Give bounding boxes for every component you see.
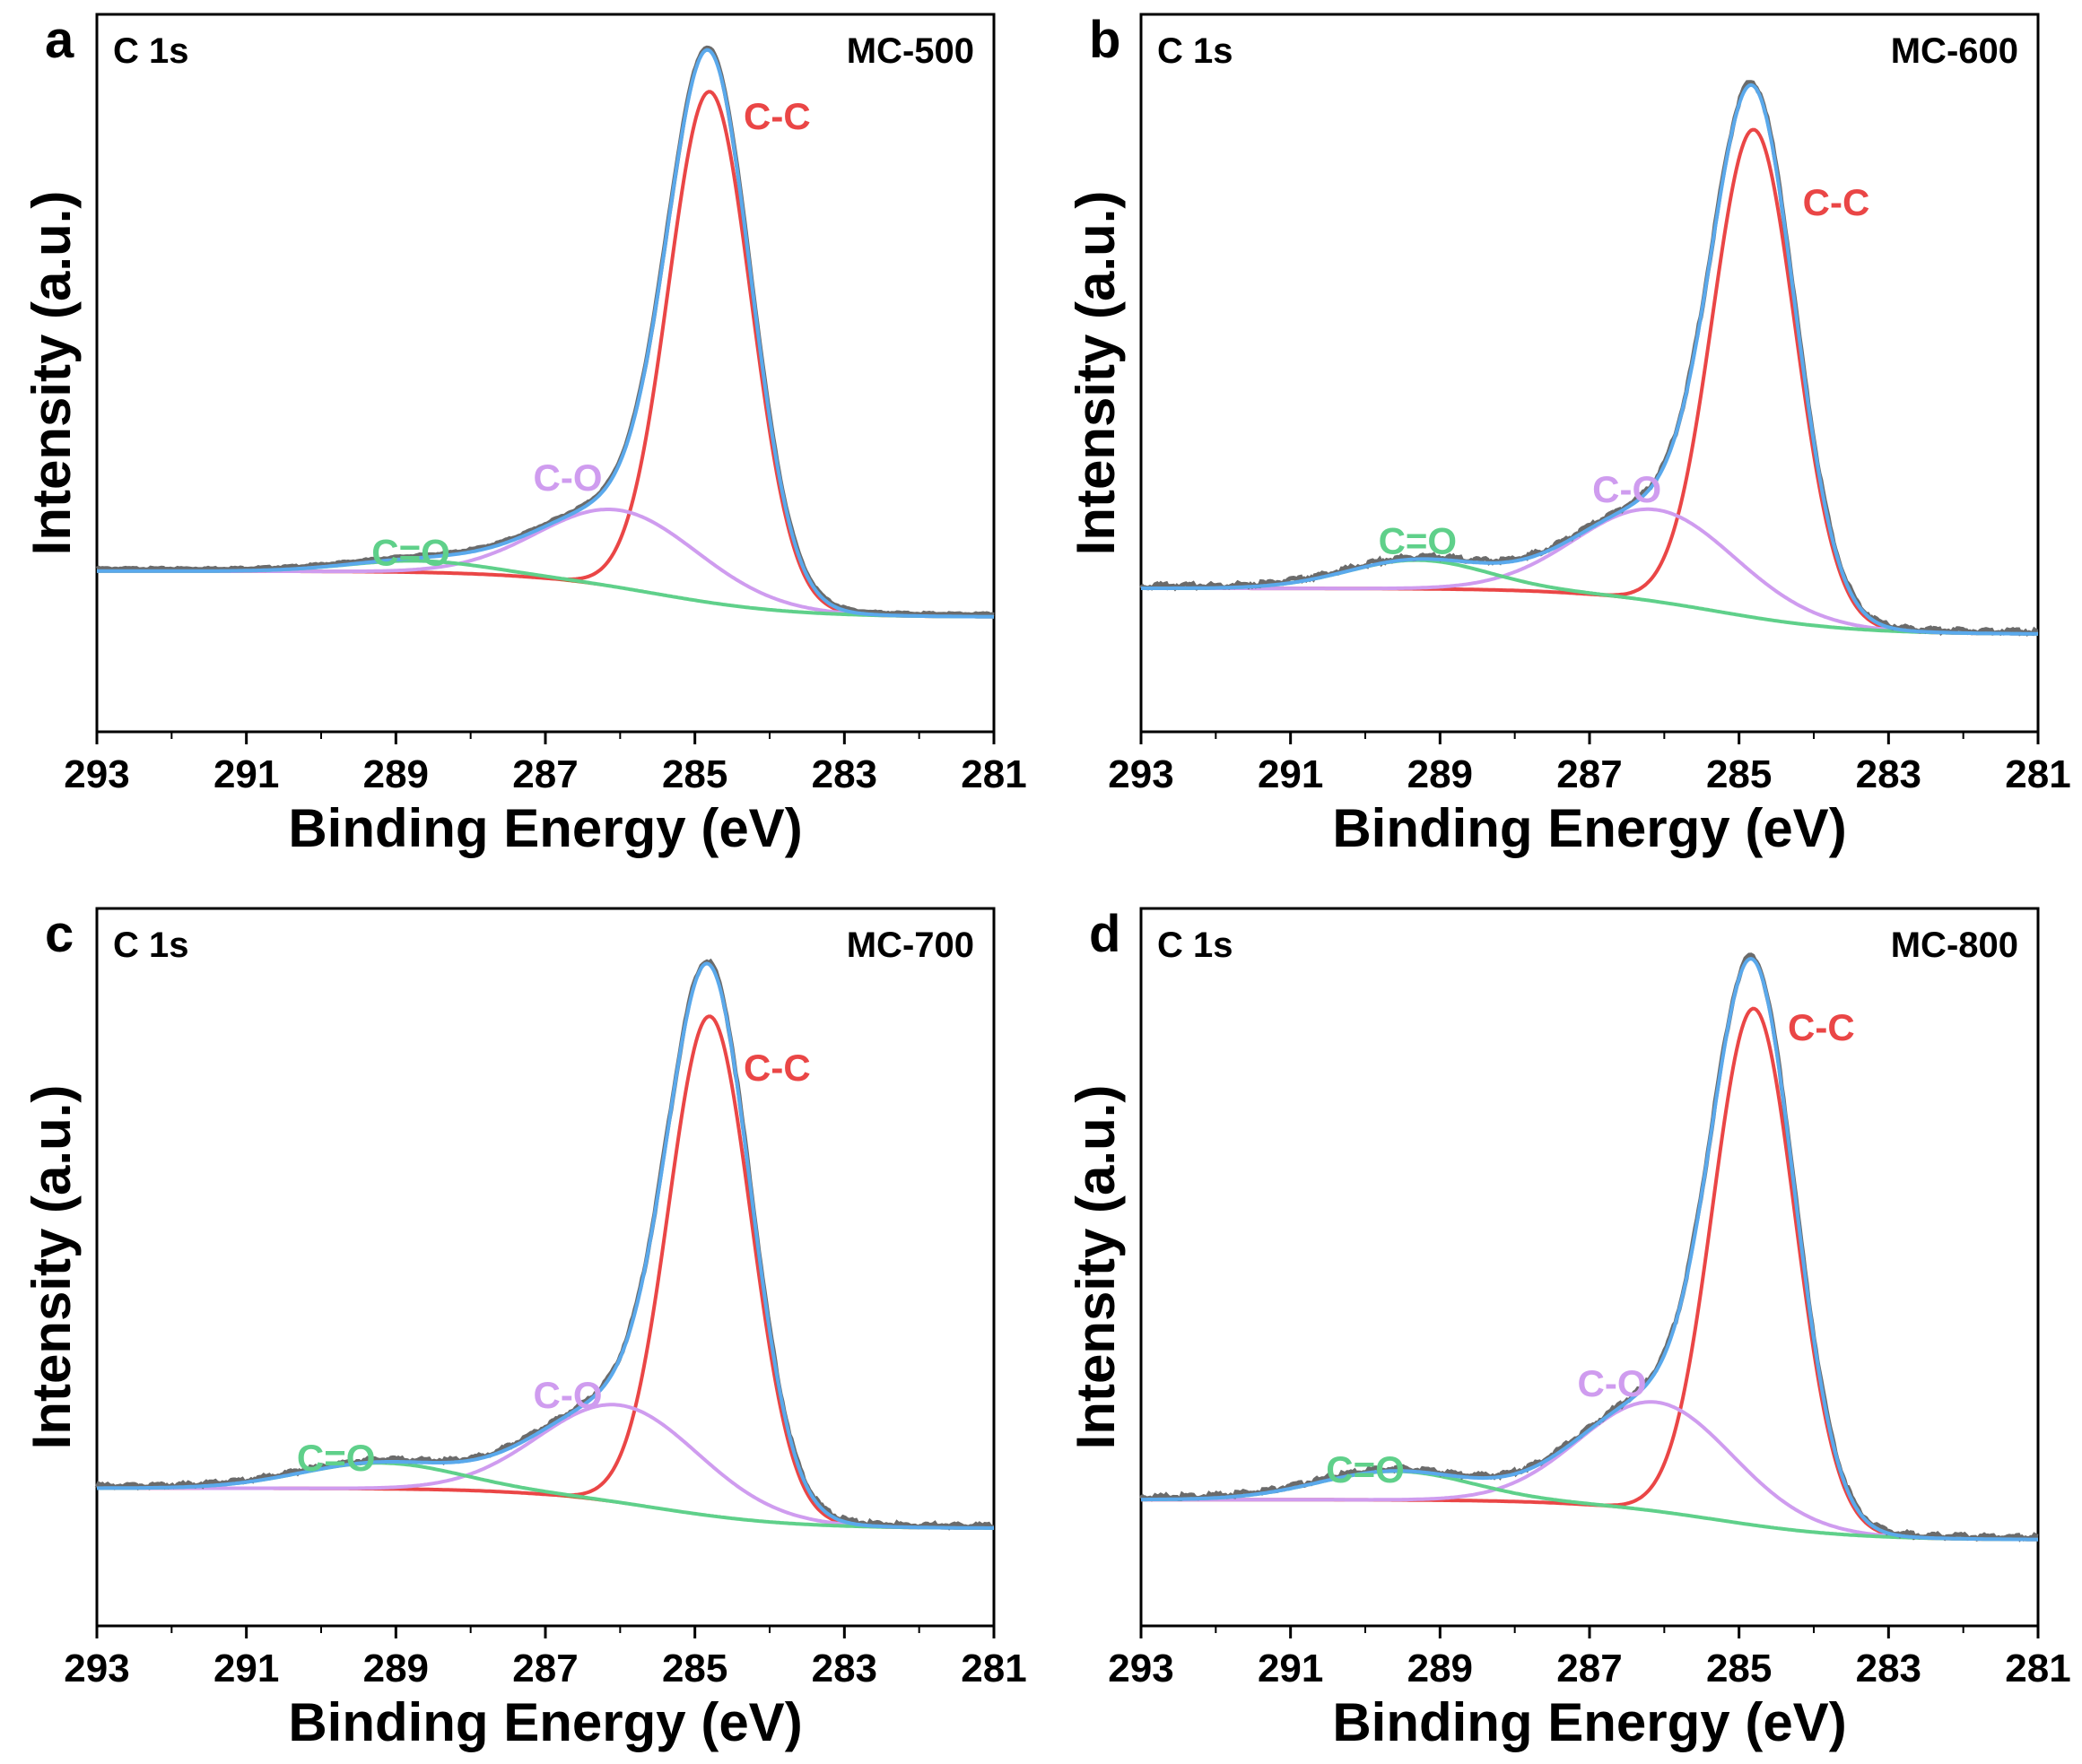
x-tick-label: 293 xyxy=(1108,752,1173,796)
y-axis-title: Intensity (a.u.) xyxy=(22,1085,82,1450)
plot-frame xyxy=(95,13,996,734)
x-tick-label: 293 xyxy=(1108,1647,1173,1690)
peak-c-c-line xyxy=(97,90,995,619)
plot-frame xyxy=(95,907,996,1628)
panel-letter: d xyxy=(1089,905,1120,963)
panel-d: 293 291 289 287 285 283 281 Binding Energy (eV)… xyxy=(1066,905,2071,1752)
spectrum-title: C 1s xyxy=(1157,925,1233,965)
peak-label: C=O xyxy=(1326,1448,1405,1490)
x-tick-label: 283 xyxy=(812,1647,877,1690)
panel-letter: b xyxy=(1089,11,1120,69)
spectrum-title: C 1s xyxy=(1157,31,1233,71)
envelope-line xyxy=(1141,83,2038,636)
peak-label: C-O xyxy=(1592,468,1661,510)
peak-label: C-C xyxy=(1788,1006,1855,1048)
peak-ceo-line xyxy=(1141,558,2038,636)
peak-ceo-line xyxy=(1141,1469,2038,1542)
raw-data-line xyxy=(1138,80,2039,637)
peak-label: C-O xyxy=(1578,1362,1647,1404)
sample-name: MC-500 xyxy=(847,31,974,71)
x-axis-title: Binding Energy (eV) xyxy=(1332,1692,1846,1752)
x-axis-title: Binding Energy (eV) xyxy=(1332,798,1846,858)
peak-label: C=O xyxy=(1379,520,1458,562)
peak-label: C-C xyxy=(744,95,811,137)
raw-data-line xyxy=(1138,952,2039,1542)
x-tick-label: 293 xyxy=(64,1647,129,1690)
x-tick-label: 281 xyxy=(2005,1647,2070,1690)
y-axis-title: Intensity (a.u.) xyxy=(1066,191,1126,556)
x-tick-label: 285 xyxy=(662,1647,727,1690)
x-tick-label: 283 xyxy=(812,752,877,796)
panel-a: 293 291 289 287 285 283 281 Binding Energy (eV)… xyxy=(22,11,1027,858)
x-tick-label: 283 xyxy=(1856,1647,1921,1690)
panel-c: 293 291 289 287 285 283 281 Binding Energy (eV)… xyxy=(22,905,1027,1752)
spectrum-title: C 1s xyxy=(113,925,189,965)
panel-b: 293 291 289 287 285 283 281 Binding Energy (eV)… xyxy=(1066,11,2071,858)
peak-c-c-line xyxy=(1141,127,2038,636)
peak-c-c-line xyxy=(97,1014,994,1530)
peak-label: C=O xyxy=(297,1437,376,1479)
peak-label: C-O xyxy=(534,1374,603,1416)
x-tick-label: 281 xyxy=(2005,752,2070,796)
spectrum-title: C 1s xyxy=(113,31,189,71)
peak-label: C-O xyxy=(534,456,603,499)
plot-frame xyxy=(1139,13,2040,734)
peak-c-c-line xyxy=(1141,1006,2038,1542)
x-tick-label: 289 xyxy=(363,752,429,796)
x-axis-title: Binding Energy (eV) xyxy=(288,1692,802,1752)
peak-label: C-C xyxy=(1803,181,1870,223)
x-tick-label: 287 xyxy=(1556,752,1622,796)
sample-name: MC-800 xyxy=(1891,925,2018,965)
x-tick-label: 287 xyxy=(1556,1647,1622,1690)
peak-label: C=O xyxy=(371,531,450,573)
x-tick-label: 281 xyxy=(961,1647,1026,1690)
plot-frame xyxy=(1139,907,2040,1628)
x-tick-label: 287 xyxy=(512,752,578,796)
peak-label: C-C xyxy=(744,1047,811,1089)
sample-name: MC-600 xyxy=(1891,31,2018,71)
x-tick-label: 289 xyxy=(1407,752,1473,796)
y-axis-title: Intensity (a.u.) xyxy=(1066,1085,1126,1450)
x-tick-label: 285 xyxy=(662,752,727,796)
x-tick-label: 281 xyxy=(961,752,1026,796)
y-axis-title: Intensity (a.u.) xyxy=(22,191,82,556)
x-tick-label: 287 xyxy=(512,1647,578,1690)
x-tick-label: 285 xyxy=(1706,752,1772,796)
x-tick-label: 285 xyxy=(1706,1647,1772,1690)
panel-letter: a xyxy=(45,11,74,69)
x-tick-label: 289 xyxy=(363,1647,429,1690)
raw-data-line xyxy=(94,958,995,1531)
x-tick-label: 289 xyxy=(1407,1647,1473,1690)
x-tick-label: 291 xyxy=(1258,1647,1323,1690)
envelope-line xyxy=(97,961,994,1530)
x-tick-label: 291 xyxy=(213,752,279,796)
x-tick-label: 291 xyxy=(213,1647,279,1690)
x-axis-title: Binding Energy (eV) xyxy=(288,798,802,858)
x-tick-label: 291 xyxy=(1258,752,1323,796)
envelope-line xyxy=(97,48,995,619)
envelope-line xyxy=(1141,957,2038,1542)
peak-c-o-line xyxy=(97,1403,994,1530)
peak-c-o-line xyxy=(1141,1400,2038,1542)
x-tick-label: 283 xyxy=(1856,752,1921,796)
x-tick-label: 293 xyxy=(64,752,129,796)
panel-letter: c xyxy=(45,905,74,963)
sample-name: MC-700 xyxy=(847,925,974,965)
